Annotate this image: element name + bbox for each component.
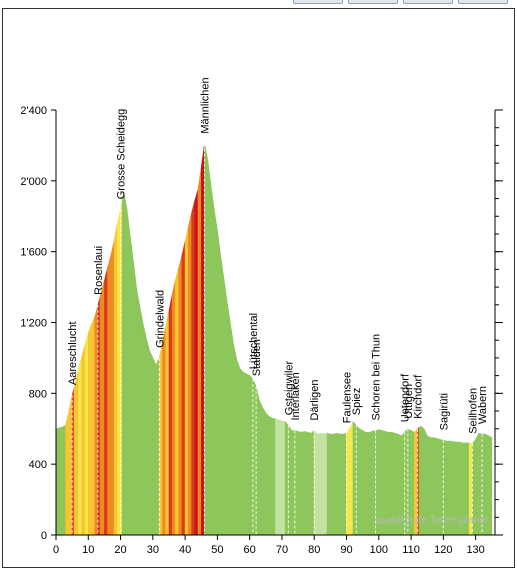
profile-segment-flat (204, 143, 276, 536)
toolbar-button[interactable] (458, 0, 508, 4)
profile-segment-steep (171, 279, 176, 536)
profile-segment-flat (55, 424, 67, 536)
profile-segment-very_steep (191, 200, 196, 536)
x-tick-label: 10 (82, 544, 94, 556)
y-tick-label: 1'600 (20, 247, 47, 259)
x-tick-label: 20 (114, 544, 126, 556)
profile-segment-light (313, 429, 328, 536)
axes-group: 0 400 800 1'200 1'600 2'000 2'400 0 10 20 30 40 50 60… (20, 105, 503, 556)
profile-segment-very_steep (181, 240, 186, 536)
profile-segment-flat (284, 420, 315, 536)
profile-segment-steep (107, 240, 115, 536)
profile-segment-steep (188, 212, 192, 536)
y-tick-label: 0 (41, 530, 47, 542)
x-tick-label: 90 (340, 544, 352, 556)
profile-segment-light (275, 418, 286, 536)
profile-segment-flat (326, 432, 347, 536)
x-tick-label: 130 (466, 544, 484, 556)
x-tick-label: 30 (147, 544, 159, 556)
profile-segment-flat (352, 420, 415, 536)
waypoint-label: Grindelwald (154, 290, 166, 348)
watermark: qualdich.de Tourenplaner (376, 515, 489, 526)
toolbar (0, 0, 517, 6)
profile-segment-flat (418, 425, 470, 536)
y-tick-label: 1'200 (20, 318, 47, 330)
profile-segment-moderate (88, 317, 95, 536)
marker-line-group (71, 143, 483, 535)
profile-segment-steep (162, 325, 167, 536)
profile-segment-mild (84, 333, 89, 536)
waypoint-label: Gsteigwiler (283, 360, 295, 415)
toolbar-button[interactable] (293, 0, 343, 4)
profile-segment-steep (99, 279, 105, 536)
y-tick-label: 400 (29, 459, 47, 471)
chart-frame: 0 400 800 1'200 1'600 2'000 2'400 0 10 20 30 40 50 60… (2, 8, 515, 568)
profile-segment-mild (346, 421, 354, 536)
profile-segment-moderate (184, 226, 189, 536)
profile-segment-moderate (175, 267, 179, 536)
toolbar-button[interactable] (348, 0, 398, 4)
profile-segment-very_steep (104, 267, 108, 536)
x-tick-label: 70 (276, 544, 288, 556)
profile-segment-mild (117, 200, 123, 536)
waypoint-label: Sagirüti (438, 393, 450, 430)
waypoint-label: Uetendorf (400, 373, 412, 422)
profile-segment-very_steep (168, 294, 173, 536)
profile-segment-moderate (113, 223, 118, 536)
waypoint-label: Därligen (309, 379, 321, 420)
waypoint-label: Wabern (477, 386, 489, 424)
profile-segment-extreme (194, 189, 199, 536)
y-tick-label: 2'400 (20, 105, 47, 117)
waypoint-label: Faulensee (341, 372, 353, 423)
waypoint-label: Stalden (251, 339, 263, 376)
x-tick-label: 0 (53, 544, 59, 556)
toolbar-button[interactable] (403, 0, 453, 4)
waypoint-label: Kirchdorf (412, 374, 424, 419)
waypoint-label: Uttigen (403, 384, 415, 419)
x-tick-label: 80 (308, 544, 320, 556)
waypoint-label: Lütschental (248, 313, 260, 369)
waypoint-label: Spiez (351, 388, 363, 416)
y-tick-label: 2'000 (20, 176, 47, 188)
profile-segment-moderate (73, 368, 79, 536)
x-tick-label: 100 (370, 544, 388, 556)
waypoint-label: Rosenlaui (93, 246, 105, 295)
x-tick-label: 50 (211, 544, 223, 556)
waypoint-label: Männlichen (200, 77, 212, 133)
waypoint-label: Interlaken (290, 372, 302, 420)
profile-segment-moderate (65, 395, 73, 536)
elevation-profile-chart: 0 400 800 1'200 1'600 2'000 2'400 0 10 20 30 40 50 60… (20, 77, 503, 556)
profile-segment-steep (197, 166, 202, 536)
x-tick-label: 60 (244, 544, 256, 556)
waypoint-label: Aareschlucht (67, 321, 79, 385)
x-tick-label: 40 (179, 544, 191, 556)
profile-segment-moderate (81, 343, 86, 536)
x-tick-label: 120 (434, 544, 452, 556)
waypoint-label: Schoren bei Thun (371, 334, 383, 421)
y-tick-label: 800 (29, 388, 47, 400)
marker-label-group: Aareschlucht Rosenlaui Grosse Scheidegg Gri… (67, 77, 489, 433)
x-tick-label: 110 (402, 544, 420, 556)
profile-segment-steep (178, 255, 183, 536)
gradient-fill-group (55, 143, 493, 536)
profile-segment-flat (121, 191, 160, 536)
waypoint-label: Grosse Scheidegg (116, 109, 128, 200)
waypoint-label: Seilhofen (467, 388, 479, 434)
